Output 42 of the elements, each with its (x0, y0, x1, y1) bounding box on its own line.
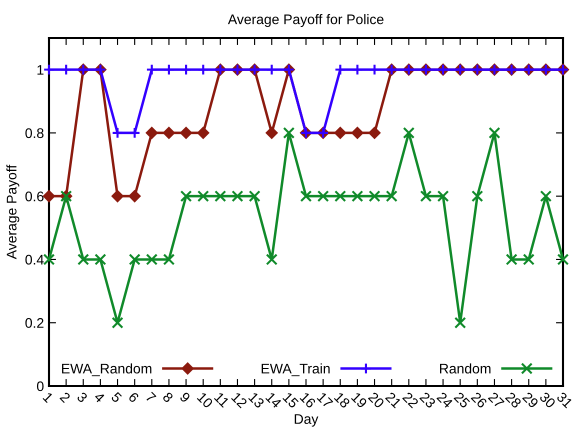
legend-label: Random (440, 363, 490, 374)
x-tick-label: 10 (196, 392, 214, 409)
x-tick-label: 4 (94, 391, 106, 404)
legend-label: EWA_Train (262, 363, 330, 376)
x-tick-label: 27 (488, 392, 505, 408)
x-tick-label: 21 (385, 392, 402, 408)
x-tick-label: 31 (556, 391, 574, 409)
y-tick-label: 0.8 (25, 128, 44, 138)
legend-label: EWA_Random (62, 363, 152, 376)
x-axis-title: Day (294, 414, 318, 427)
x-tick-label: 9 (179, 392, 191, 404)
x-tick-label: 2 (60, 392, 71, 403)
x-tick-label: 18 (334, 392, 351, 409)
x-tick-label: 11 (214, 392, 230, 408)
x-tick-label: 20 (368, 392, 385, 409)
x-tick-label: 6 (128, 392, 140, 404)
x-tick-label: 12 (231, 392, 248, 408)
x-tick-label: 28 (504, 392, 522, 409)
y-axis-title: Average Payoff (6, 164, 20, 260)
chart-title: Average Payoff for Police (228, 14, 384, 27)
x-tick-label: 5 (110, 392, 122, 404)
x-tick-label: 7 (145, 392, 156, 403)
x-tick-label: 14 (265, 392, 282, 409)
x-tick-label: 24 (436, 392, 454, 409)
x-tick-label: 29 (522, 392, 539, 409)
y-tick-label: 0 (36, 381, 44, 392)
x-tick-label: 13 (248, 392, 265, 409)
x-tick-label: 19 (350, 392, 368, 409)
y-tick-label: 0.4 (25, 254, 44, 265)
y-tick-label: 0.2 (25, 318, 44, 328)
y-tick-label: 1 (37, 65, 44, 75)
x-tick-label: 30 (539, 391, 556, 409)
x-tick-label: 15 (282, 392, 300, 409)
x-tick-label: 22 (402, 392, 419, 408)
x-tick-label: 3 (76, 391, 88, 404)
x-tick-label: 17 (316, 392, 334, 408)
x-tick-label: 16 (300, 392, 316, 409)
y-tick-label: 0.6 (25, 192, 44, 202)
x-tick-label: 23 (419, 392, 436, 409)
x-tick-label: 26 (470, 392, 488, 409)
x-tick-label: 8 (162, 392, 174, 404)
x-tick-label: 25 (453, 392, 470, 409)
